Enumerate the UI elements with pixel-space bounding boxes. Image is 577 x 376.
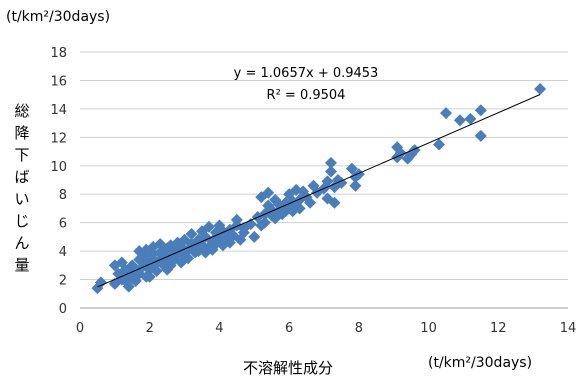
x-tick-labels: 0 2 4 6 8 10 12 14 (76, 321, 576, 336)
y-tick-labels: 0 2 4 6 8 10 12 14 16 18 (50, 46, 67, 317)
x-tick-label: 2 (146, 321, 154, 336)
data-point (321, 175, 334, 188)
y-axis-label-char: 降 (14, 124, 29, 142)
data-point (464, 112, 477, 125)
x-tick-label: 12 (490, 321, 507, 336)
y-tick-label: 6 (59, 217, 67, 232)
data-point (143, 270, 156, 283)
data-point (262, 186, 275, 199)
data-point (324, 156, 337, 169)
y-tick-label: 8 (59, 188, 67, 203)
y-tick-label: 16 (50, 74, 67, 89)
data-point (293, 202, 306, 215)
trendline (97, 94, 541, 288)
data-point (345, 162, 358, 175)
data-point (328, 196, 341, 209)
data-point (304, 196, 317, 209)
x-tick-label: 6 (285, 321, 293, 336)
x-tick-label: 4 (215, 321, 223, 336)
y-axis-label-char: い (14, 190, 29, 208)
data-point (248, 230, 261, 243)
y-tick-label: 0 (59, 302, 67, 317)
data-point (349, 179, 362, 192)
y-axis-label-char: じ (14, 212, 29, 230)
data-point (408, 144, 421, 157)
data-point (182, 252, 195, 265)
data-points (91, 82, 547, 295)
y-tick-label: 12 (50, 131, 67, 146)
data-point (474, 104, 487, 117)
x-axis-label: 不溶解性成分 (243, 359, 333, 376)
data-point (324, 165, 337, 178)
x-tick-label: 10 (420, 321, 437, 336)
data-point (352, 168, 365, 181)
x-tick-label: 14 (560, 321, 577, 336)
trendline-equation: y = 1.0657x + 0.9453 (234, 66, 379, 81)
y-axis-label-char: ば (14, 168, 29, 186)
y-tick-label: 10 (50, 160, 67, 175)
data-point (258, 216, 271, 229)
data-point (94, 276, 107, 289)
data-point (185, 228, 198, 241)
y-axis-label-char: ん (14, 234, 29, 252)
data-point (474, 129, 487, 142)
data-point (150, 265, 163, 278)
y-tick-label: 4 (59, 245, 67, 260)
y-axis-label-char: 下 (14, 146, 29, 164)
data-point (433, 138, 446, 151)
data-point (534, 82, 547, 95)
data-point (202, 220, 215, 233)
y-axis-label-char: 総 (14, 102, 29, 120)
y-tick-label: 2 (59, 274, 67, 289)
x-axis-unit: (t/km²/30days) (428, 355, 532, 371)
r-squared-label: R² = 0.9504 (267, 88, 346, 103)
data-point (453, 114, 466, 127)
data-point (122, 280, 135, 293)
x-tick-label: 8 (355, 321, 363, 336)
y-axis-label-char: 量 (14, 256, 29, 274)
data-point (230, 213, 243, 226)
y-tick-label: 14 (50, 103, 67, 118)
y-tick-label: 18 (50, 46, 67, 61)
data-point (440, 107, 452, 120)
y-axis-unit: (t/km²/30days) (6, 9, 110, 25)
x-tick-label: 0 (76, 321, 84, 336)
